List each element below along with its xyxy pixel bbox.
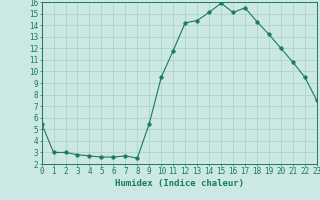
X-axis label: Humidex (Indice chaleur): Humidex (Indice chaleur) bbox=[115, 179, 244, 188]
